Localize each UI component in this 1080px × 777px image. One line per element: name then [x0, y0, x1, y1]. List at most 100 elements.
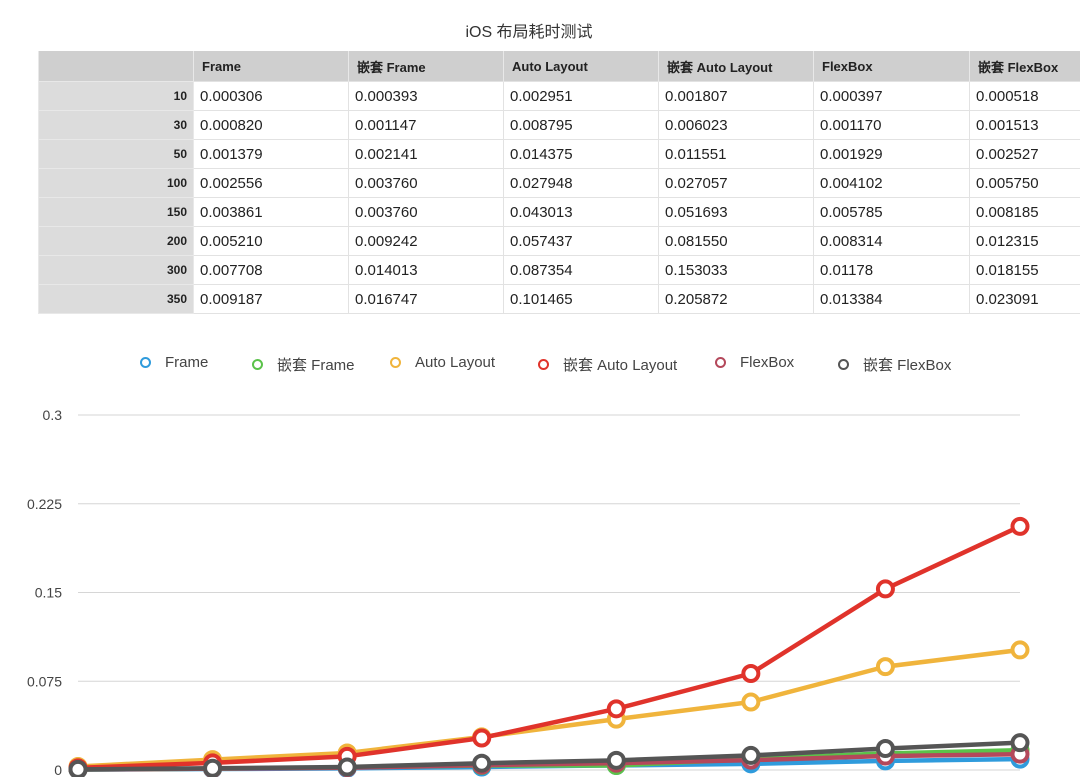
row-header: 350: [38, 284, 194, 314]
table-row: 10 0.000306 0.000393 0.002951 0.001807 0.0003…: [38, 81, 1080, 111]
table-cell: 0.014013: [348, 255, 504, 285]
table-cell: 0.001807: [658, 81, 814, 111]
column-header: FlexBox: [813, 51, 970, 82]
table-row: 50 0.001379 0.002141 0.014375 0.011551 0.0019…: [38, 139, 1080, 169]
legend-item: 嵌套 Frame: [252, 354, 355, 375]
table-cell: 0.009187: [193, 284, 349, 314]
legend-label: 嵌套 Frame: [277, 357, 355, 374]
table-cell: 0.101465: [503, 284, 659, 314]
legend-label: 嵌套 FlexBox: [863, 357, 952, 374]
data-point: [337, 757, 357, 777]
legend-item: 嵌套 Auto Layout: [538, 354, 677, 375]
table-cell: 0.057437: [503, 226, 659, 256]
table-cell: 0.011551: [658, 139, 814, 169]
legend-marker-icon: [538, 359, 549, 370]
data-point: [1010, 733, 1030, 753]
table-row: 30 0.000820 0.001147 0.008795 0.006023 0.0011…: [38, 110, 1080, 140]
data-point: [606, 699, 626, 719]
table-cell: 0.008314: [813, 226, 970, 256]
column-header: 嵌套 FlexBox: [969, 51, 1080, 82]
table-corner-cell: [38, 51, 194, 82]
data-point: [741, 692, 761, 712]
table-cell: 0.001170: [813, 110, 970, 140]
table-cell: 0.002141: [348, 139, 504, 169]
table-cell: 0.087354: [503, 255, 659, 285]
y-tick-label: 0.075: [27, 673, 62, 689]
chart-legend: Frame 嵌套 Frame Auto Layout 嵌套 Auto Layout Fl…: [0, 354, 1080, 376]
legend-label: Frame: [165, 354, 209, 371]
table-cell: 0.081550: [658, 226, 814, 256]
legend-item: Frame: [140, 354, 208, 371]
table-cell: 0.027948: [503, 168, 659, 198]
y-tick-label: 0.15: [35, 585, 62, 601]
data-point: [1010, 516, 1030, 536]
table-cell: 0.153033: [658, 255, 814, 285]
table-cell: 0.000393: [348, 81, 504, 111]
table-cell: 0.002556: [193, 168, 349, 198]
table-cell: 0.027057: [658, 168, 814, 198]
y-tick-label: 0: [54, 762, 62, 777]
data-point: [875, 739, 895, 759]
table-row: 150 0.003861 0.003760 0.043013 0.051693 0.005…: [38, 197, 1080, 227]
table-row: 300 0.007708 0.014013 0.087354 0.153033 0.011…: [38, 255, 1080, 285]
table-cell: 0.000397: [813, 81, 970, 111]
table-cell: 0.005785: [813, 197, 970, 227]
data-point: [203, 758, 223, 777]
table-cell: 0.009242: [348, 226, 504, 256]
table-cell: 0.004102: [813, 168, 970, 198]
table-cell: 0.002951: [503, 81, 659, 111]
legend-item: 嵌套 FlexBox: [838, 354, 951, 375]
table-cell: 0.001929: [813, 139, 970, 169]
table-cell: 0.007708: [193, 255, 349, 285]
table-row: 100 0.002556 0.003760 0.027948 0.027057 0.004…: [38, 168, 1080, 198]
table-body: 10 0.000306 0.000393 0.002951 0.001807 0.0003…: [38, 81, 1080, 314]
column-header: 嵌套 Auto Layout: [658, 51, 814, 82]
table-cell: 0.018155: [969, 255, 1080, 285]
table-cell: 0.003760: [348, 197, 504, 227]
row-header: 30: [38, 110, 194, 140]
data-point: [741, 663, 761, 683]
table-cell: 0.003861: [193, 197, 349, 227]
table-cell: 0.005210: [193, 226, 349, 256]
series-line: [75, 524, 1023, 771]
data-point: [741, 745, 761, 765]
table-row: 350 0.009187 0.016747 0.101465 0.205872 0.013…: [38, 284, 1080, 314]
legend-label: 嵌套 Auto Layout: [563, 357, 678, 374]
legend-item: Auto Layout: [390, 354, 495, 371]
table-cell: 0.014375: [503, 139, 659, 169]
table-cell: 0.002527: [969, 139, 1080, 169]
row-header: 200: [38, 226, 194, 256]
line-chart: 0 0.075 0.15 0.225 0.3: [27, 407, 1030, 777]
table-cell: 0.008795: [503, 110, 659, 140]
table-cell: 0.205872: [658, 284, 814, 314]
legend-marker-icon: [140, 357, 151, 368]
data-point: [875, 657, 895, 677]
row-header: 150: [38, 197, 194, 227]
legend-label: Auto Layout: [415, 354, 496, 371]
series-group: [68, 516, 1030, 777]
y-tick-label: 0.225: [27, 496, 62, 512]
row-header: 10: [38, 81, 194, 111]
data-point: [875, 579, 895, 599]
table-cell: 0.000518: [969, 81, 1080, 111]
table-cell: 0.016747: [348, 284, 504, 314]
y-tick-label: 0.3: [43, 407, 63, 423]
legend-item: FlexBox: [715, 354, 794, 371]
table-cell: 0.023091: [969, 284, 1080, 314]
table-header-row: Frame 嵌套 Frame Auto Layout 嵌套 Auto Layout Fl…: [38, 51, 1080, 82]
data-point: [606, 750, 626, 770]
column-header: Auto Layout: [503, 51, 659, 82]
table-cell: 0.005750: [969, 168, 1080, 198]
table-cell: 0.000820: [193, 110, 349, 140]
column-header: Frame: [193, 51, 349, 82]
table-cell: 0.012315: [969, 226, 1080, 256]
legend-marker-icon: [715, 357, 726, 368]
legend-marker-icon: [252, 359, 263, 370]
data-table: Frame 嵌套 Frame Auto Layout 嵌套 Auto Layout Fl…: [38, 51, 1080, 314]
series-group: [68, 733, 1030, 777]
table-cell: 0.001147: [348, 110, 504, 140]
data-point: [1010, 640, 1030, 660]
table-row: 200 0.005210 0.009242 0.057437 0.081550 0.008…: [38, 226, 1080, 256]
chart-title: iOS 布局耗时测试: [465, 24, 593, 41]
table-cell: 0.006023: [658, 110, 814, 140]
